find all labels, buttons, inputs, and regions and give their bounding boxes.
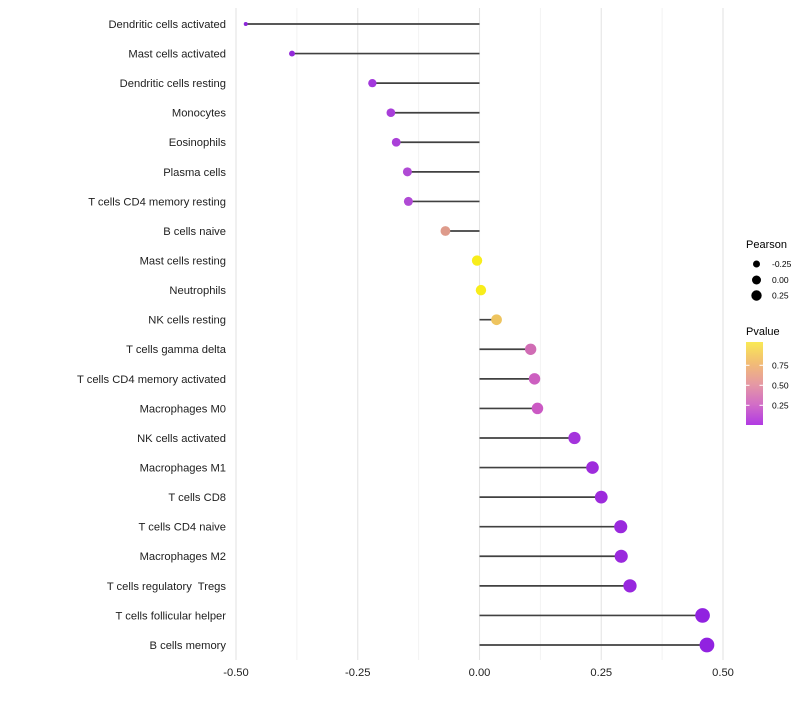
lollipop-point <box>623 579 637 593</box>
y-axis-label: B cells memory <box>150 640 227 652</box>
lollipop-point <box>368 78 377 88</box>
x-axis-tick-label: 0.00 <box>469 667 491 679</box>
lollipop-point <box>614 549 628 563</box>
x-axis-tick-label: 0.25 <box>590 667 612 679</box>
legend-pearson-title: Pearson <box>746 239 787 251</box>
lollipop-point <box>403 196 413 206</box>
lollipop-point <box>568 431 581 445</box>
lollipop-point <box>594 490 608 504</box>
y-axis-label: Macrophages M0 <box>140 403 226 415</box>
lollipop-point <box>391 137 401 147</box>
y-axis-label: T cells follicular helper <box>116 610 227 622</box>
lollipop-point <box>528 373 541 385</box>
y-axis-label: B cells naive <box>163 226 226 238</box>
legend-pvalue-title: Pvalue <box>746 326 780 338</box>
y-axis-label: NK cells activated <box>137 433 226 445</box>
lollipop-point <box>386 108 396 118</box>
y-axis-labels: Dendritic cells activated Mast cells acti… <box>77 19 227 652</box>
legend-size-label: 0.00 <box>772 275 789 285</box>
lollipop-point <box>289 50 295 57</box>
y-axis-label: T cells CD4 memory activated <box>77 374 226 386</box>
y-axis-label: Eosinophils <box>169 137 227 149</box>
y-axis-label: Monocytes <box>172 108 227 120</box>
legend-gradient-tick-label: 0.25 <box>772 400 789 410</box>
x-axis-tick-label: 0.50 <box>712 667 734 679</box>
legend-size-dot <box>752 275 761 285</box>
y-axis-label: Plasma cells <box>163 167 226 179</box>
legend-gradient-tick-label: 0.75 <box>772 360 789 370</box>
y-axis-label: T cells CD4 memory resting <box>88 196 226 208</box>
y-axis-label: NK cells resting <box>148 315 226 327</box>
legend-size-dot <box>751 290 762 301</box>
legend-size-label: -0.25 <box>772 259 792 269</box>
lollipop-point <box>475 284 487 296</box>
x-axis-tick-label: -0.50 <box>223 667 249 679</box>
legend: Pearson -0.25 0.00 0.25 Pvalue 0.75 0.50 0.25 <box>746 239 792 425</box>
lollipop-point <box>440 226 451 236</box>
lollipop-points <box>243 22 715 653</box>
lollipop-point <box>471 255 483 266</box>
lollipop-point <box>243 22 248 26</box>
legend-size-label: 0.25 <box>772 291 789 301</box>
legend-gradient-bar <box>746 342 763 425</box>
lollipop-point <box>695 608 710 623</box>
lollipop-point <box>402 167 412 177</box>
y-axis-label: Macrophages M2 <box>140 551 226 563</box>
lollipop-point <box>491 314 502 326</box>
y-axis-label: T cells CD8 <box>168 492 226 504</box>
lollipop-point <box>699 637 715 653</box>
lollipop-point <box>586 461 599 474</box>
y-axis-label: Mast cells resting <box>140 255 226 267</box>
legend-gradient-tick-label: 0.50 <box>772 380 789 390</box>
y-axis-label: Macrophages M1 <box>140 462 226 474</box>
lollipop-point <box>531 402 544 415</box>
y-axis-label: T cells CD4 naive <box>139 522 226 534</box>
lollipop-point <box>524 343 537 355</box>
y-axis-label: Dendritic cells resting <box>120 78 226 90</box>
gridlines <box>235 8 724 660</box>
x-axis-labels: -0.50 -0.25 0.00 0.25 0.50 <box>223 667 734 679</box>
y-axis-label: Mast cells activated <box>128 48 226 60</box>
lollipop-stems <box>245 23 707 646</box>
y-axis-label: Dendritic cells activated <box>108 19 226 31</box>
y-axis-label: T cells gamma delta <box>126 344 227 356</box>
y-axis-label: Neutrophils <box>169 285 226 297</box>
lollipop-point <box>614 520 628 534</box>
legend-size-dot <box>753 260 760 268</box>
y-axis-label: T cells regulatory Tregs <box>107 581 227 593</box>
x-axis-tick-label: -0.25 <box>345 667 371 679</box>
